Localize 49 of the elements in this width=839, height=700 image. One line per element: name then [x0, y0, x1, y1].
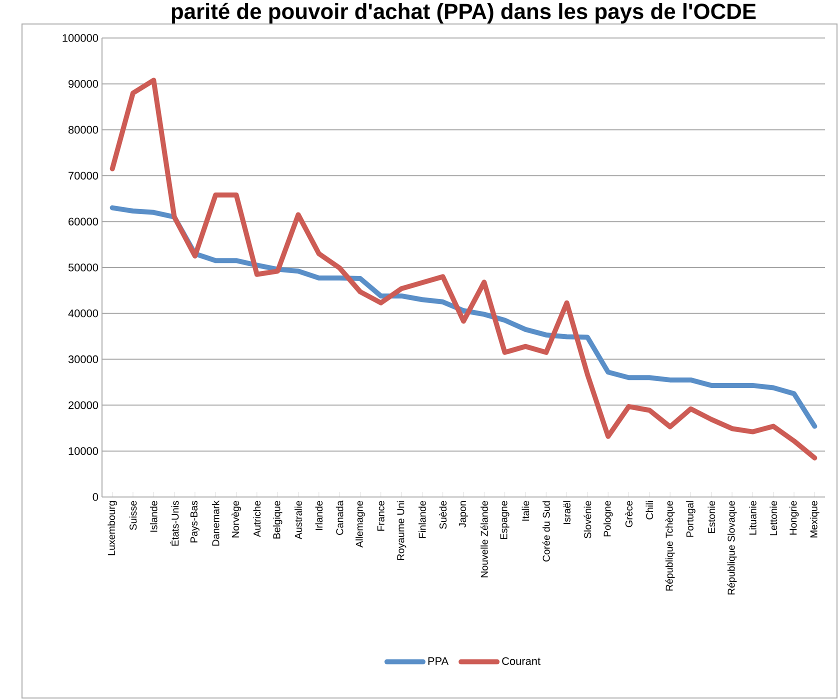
x-tick-label: Espagne [500, 500, 510, 540]
chart-title: parité de pouvoir d'achat (PPA) dans les pays de l'OCDE [172, 2, 756, 24]
x-tick-label: République Slovaque [727, 500, 737, 594]
x-tick-label: Autriche [253, 500, 261, 538]
x-tick-label: Corée du Sud [542, 501, 550, 562]
x-tick-label: Allemagne [356, 500, 365, 548]
x-tick-label: Portugal [686, 501, 696, 537]
legend-label: Courant [502, 657, 540, 665]
x-tick-label: Lituanie [749, 500, 756, 535]
x-tick-label: Grèce [625, 500, 632, 528]
x-tick-label: République Tchèque [665, 500, 675, 591]
y-tick-label: 80000 [68, 126, 98, 134]
x-tick-label: Japon [459, 501, 468, 528]
legend-label: PPA [428, 657, 449, 665]
x-tick-label: Australie [294, 500, 302, 540]
x-tick-label: Royaume Uni [396, 501, 406, 560]
x-tick-label: Luxembourg [108, 501, 117, 556]
x-tick-label: Islande [150, 500, 158, 532]
x-tick-label: Israël [563, 501, 570, 524]
x-tick-label: Lettonie [770, 500, 778, 536]
y-tick-label: 90000 [68, 80, 98, 88]
x-tick-label: Mexique [810, 500, 820, 538]
x-tick-label: Estonie [708, 500, 716, 533]
y-tick-label: 50000 [68, 264, 98, 272]
x-tick-label: France [377, 500, 384, 531]
x-tick-label: Nouvelle Zélande [480, 500, 488, 578]
x-tick-label: Irlande [315, 500, 323, 530]
y-tick-label: 60000 [68, 218, 98, 226]
y-tick-label: 0 [92, 493, 98, 501]
x-tick-label: Pays-Bas [190, 500, 200, 542]
x-tick-label: États-Unis [170, 500, 179, 546]
y-tick-label: 20000 [68, 401, 98, 410]
y-tick-label: 40000 [68, 310, 98, 318]
y-tick-label: 100000 [62, 34, 98, 42]
x-tick-label: Slovénie [584, 500, 592, 538]
x-tick-label: Danemark [212, 500, 220, 546]
y-tick-label: 30000 [68, 355, 98, 364]
x-tick-label: Suisse [129, 500, 137, 530]
x-tick-label: Chili [646, 501, 654, 520]
x-tick-label: Canada [336, 500, 344, 535]
x-tick-label: Belgique [272, 500, 282, 538]
x-tick-label: Finlande [418, 500, 426, 538]
x-tick-label: Pologne [603, 500, 613, 536]
x-tick-label: Suède [439, 500, 447, 529]
x-tick-label: Italie [522, 500, 530, 521]
x-tick-label: Hongrie [789, 500, 799, 535]
y-tick-label: 70000 [68, 172, 98, 180]
x-tick-label: Norvège [232, 500, 241, 538]
y-tick-label: 10000 [68, 447, 98, 455]
